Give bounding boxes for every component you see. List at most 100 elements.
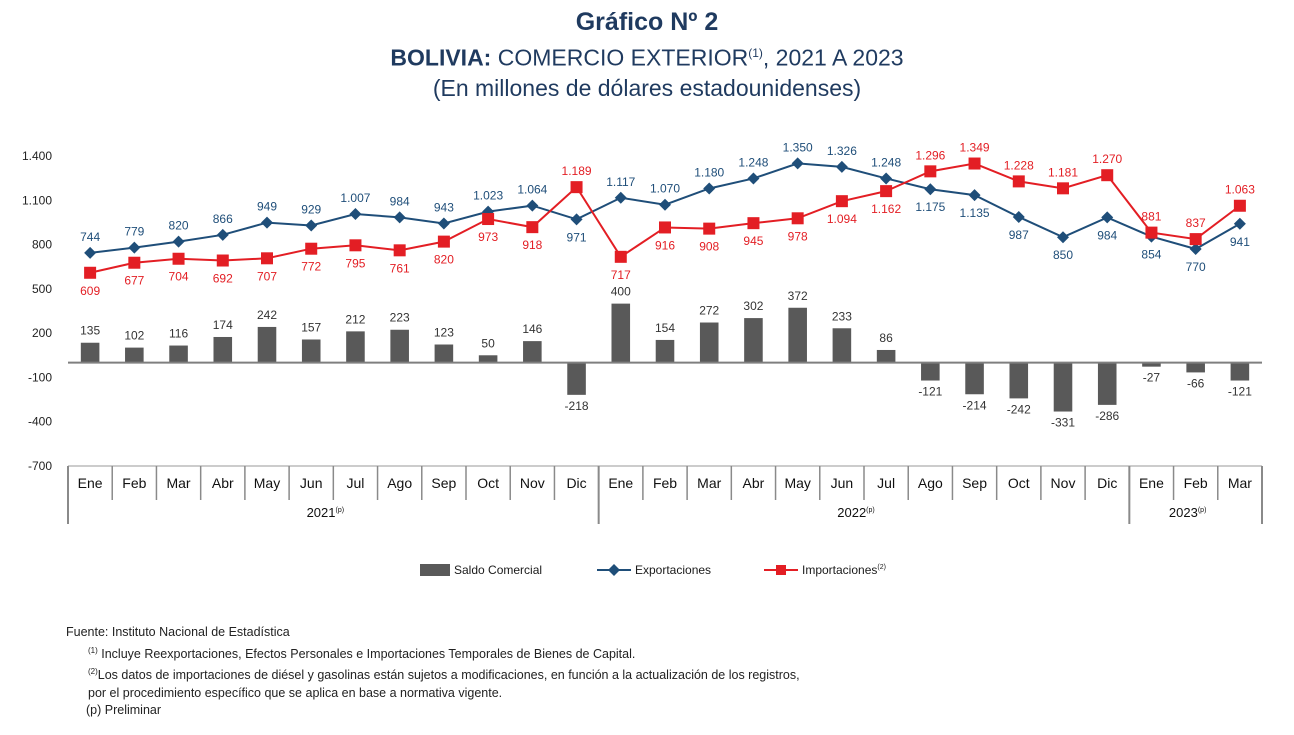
saldo-label: -214 bbox=[963, 398, 987, 412]
export-marker bbox=[747, 172, 760, 185]
month-label: Ago bbox=[918, 475, 943, 491]
import-marker bbox=[924, 165, 937, 178]
saldo-bar bbox=[390, 329, 409, 363]
import-label: 1.296 bbox=[915, 148, 945, 162]
import-label: 707 bbox=[257, 269, 277, 283]
subtitle-footnote-mark: (1) bbox=[748, 46, 763, 60]
export-marker bbox=[216, 228, 229, 241]
saldo-bar bbox=[832, 328, 852, 363]
saldo-label: -242 bbox=[1007, 402, 1031, 416]
saldo-bar bbox=[169, 345, 188, 363]
month-label: Nov bbox=[1051, 475, 1076, 491]
export-marker bbox=[526, 199, 539, 212]
export-label: 1.007 bbox=[340, 191, 370, 205]
import-marker bbox=[482, 213, 495, 226]
saldo-bar bbox=[965, 362, 984, 395]
import-label: 772 bbox=[301, 260, 321, 274]
export-label: 943 bbox=[434, 200, 454, 214]
export-marker bbox=[880, 172, 893, 185]
legend-item-import: Importaciones(2) bbox=[764, 563, 886, 577]
saldo-label: 233 bbox=[832, 309, 852, 323]
footnotes: Fuente: Instituto Nacional de Estadístic… bbox=[66, 624, 800, 720]
month-label: Jul bbox=[346, 475, 364, 491]
export-label: 1.023 bbox=[473, 189, 503, 203]
import-label: 881 bbox=[1141, 210, 1161, 224]
import-marker bbox=[747, 217, 760, 230]
import-label: 1.228 bbox=[1004, 158, 1034, 172]
saldo-label: 302 bbox=[743, 299, 763, 313]
import-marker bbox=[703, 222, 716, 235]
year-label: 2023(p) bbox=[1169, 505, 1206, 520]
chart-titles: Gráfico Nº 2 BOLIVIA: COMERCIO EXTERIOR(… bbox=[0, 6, 1294, 103]
saldo-bar bbox=[301, 339, 321, 363]
saldo-label: -121 bbox=[918, 385, 942, 399]
chart-subtitle: BOLIVIA: COMERCIO EXTERIOR(1), 2021 A 20… bbox=[0, 38, 1294, 73]
import-marker bbox=[261, 252, 273, 265]
export-label: 854 bbox=[1141, 248, 1161, 262]
import-label: 1.270 bbox=[1092, 152, 1122, 166]
saldo-label: 157 bbox=[301, 320, 321, 334]
month-label: Dic bbox=[566, 475, 586, 491]
saldo-label: -66 bbox=[1187, 376, 1205, 390]
export-label: 1.248 bbox=[871, 155, 901, 169]
export-marker bbox=[349, 208, 362, 221]
import-marker bbox=[614, 250, 627, 263]
subtitle-country: BOLIVIA: bbox=[390, 44, 492, 71]
note-2-text: Los datos de importaciones de diésel y g… bbox=[97, 668, 800, 683]
subtitle-topic: COMERCIO EXTERIOR bbox=[491, 44, 749, 71]
import-marker bbox=[1012, 175, 1025, 188]
saldo-bar bbox=[1097, 362, 1117, 405]
saldo-label: 372 bbox=[788, 289, 808, 303]
month-label: Jun bbox=[300, 475, 323, 491]
export-label: 1.350 bbox=[783, 140, 813, 154]
import-label: 908 bbox=[699, 240, 719, 254]
saldo-label: 123 bbox=[434, 326, 454, 340]
saldo-label: 272 bbox=[699, 304, 719, 318]
export-marker bbox=[305, 219, 318, 232]
month-label: Feb bbox=[122, 475, 146, 491]
import-label: 1.189 bbox=[562, 164, 592, 178]
saldo-bar bbox=[1142, 362, 1161, 367]
saldo-bar bbox=[434, 344, 454, 363]
export-marker bbox=[791, 157, 804, 170]
export-label: 1.248 bbox=[738, 155, 768, 169]
y-tick-label: 1.400 bbox=[22, 149, 52, 163]
legend-item-saldo: Saldo Comercial bbox=[420, 563, 542, 577]
export-label: 1.180 bbox=[694, 165, 724, 179]
note-1-text: Incluye Reexportaciones, Efectos Persona… bbox=[97, 646, 636, 661]
import-label: 916 bbox=[655, 238, 675, 252]
combo-chart: 1.400 1.100 800 500 200 -100 -400 -700 135 102 116… bbox=[22, 140, 1263, 524]
saldo-label: 135 bbox=[80, 324, 100, 338]
legend-item-export: Exportaciones bbox=[597, 563, 711, 577]
export-label: 1.175 bbox=[915, 200, 945, 214]
import-marker bbox=[1057, 182, 1069, 195]
saldo-bar bbox=[257, 326, 277, 363]
export-marker bbox=[84, 246, 97, 259]
import-marker bbox=[393, 244, 406, 257]
import-label: 1.349 bbox=[960, 141, 990, 155]
saldo-label: 116 bbox=[169, 327, 188, 341]
saldo-label: 174 bbox=[213, 318, 233, 332]
saldo-label: -286 bbox=[1095, 409, 1119, 423]
y-tick-label: -100 bbox=[28, 370, 52, 384]
legend-bar-swatch bbox=[420, 564, 450, 576]
export-marker bbox=[835, 160, 848, 173]
export-marker bbox=[924, 183, 937, 196]
export-label: 779 bbox=[124, 225, 144, 239]
legend: Saldo Comercial Exportaciones Importacio… bbox=[0, 563, 1294, 585]
import-marker bbox=[128, 256, 141, 269]
export-label: 1.326 bbox=[827, 144, 857, 158]
month-label: Oct bbox=[1008, 475, 1030, 491]
saldo-label: 86 bbox=[879, 331, 893, 345]
saldo-label: 223 bbox=[390, 311, 410, 325]
month-label: Feb bbox=[1184, 475, 1208, 491]
saldo-label: -331 bbox=[1051, 416, 1075, 430]
note-preliminary: (p) Preliminar bbox=[86, 703, 162, 718]
import-label: 795 bbox=[345, 256, 365, 270]
note-3: por el procedimiento específico que se a… bbox=[88, 685, 503, 700]
note-2: (2)Los datos de importaciones de diésel … bbox=[66, 663, 800, 685]
month-label: May bbox=[254, 475, 280, 491]
saldo-bar bbox=[655, 339, 675, 363]
export-label: 1.070 bbox=[650, 182, 680, 196]
month-label: Mar bbox=[697, 475, 721, 491]
